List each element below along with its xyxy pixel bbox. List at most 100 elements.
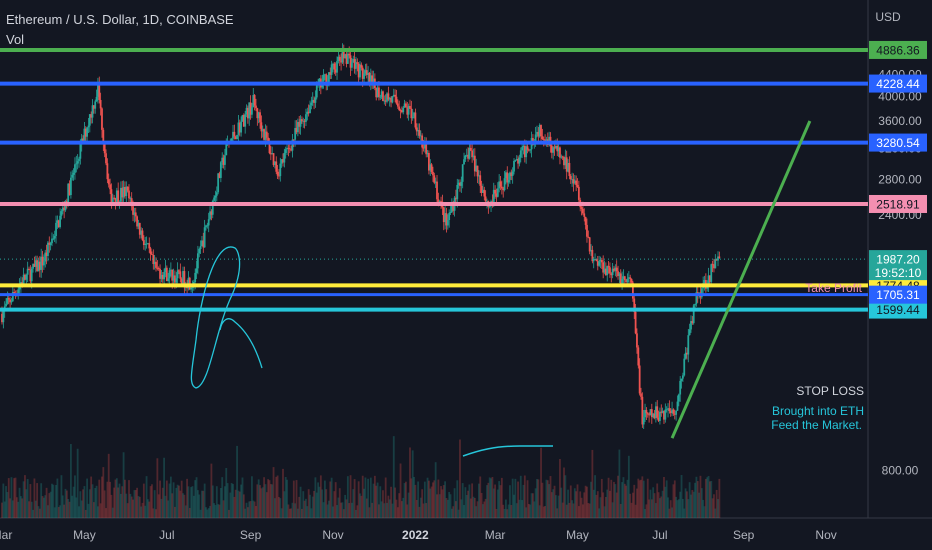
- currency-label: USD: [875, 10, 901, 24]
- candle-body: [271, 153, 274, 155]
- candle-body: [523, 145, 526, 158]
- volume-bar: [299, 486, 302, 518]
- candle-body: [325, 74, 328, 86]
- candle-body: [33, 264, 36, 267]
- volume-bar: [394, 487, 397, 518]
- candle-body: [59, 215, 61, 228]
- candle-body: [679, 380, 682, 395]
- candle-body: [369, 75, 372, 83]
- candle-body: [446, 220, 449, 226]
- volume-bar: [505, 499, 507, 518]
- candle-body: [586, 224, 588, 237]
- volume-bar: [676, 500, 679, 518]
- candle-body: [337, 56, 340, 62]
- volume-bar: [649, 489, 652, 518]
- volume-bar: [67, 498, 70, 518]
- volume-bar: [600, 478, 603, 518]
- volume-bar: [302, 491, 305, 518]
- volume-bar: [679, 491, 682, 518]
- volume-bar: [645, 504, 648, 518]
- volume-bar: [237, 490, 240, 518]
- volume-bar: [463, 505, 465, 518]
- candle-body: [287, 147, 290, 149]
- candle-body: [521, 147, 524, 151]
- level-label-3-bg: [869, 194, 927, 213]
- volume-bar: [390, 486, 392, 518]
- volume-bar: [596, 491, 599, 518]
- volume-bar: [691, 490, 694, 518]
- candle-body: [656, 406, 659, 418]
- volume-bar: [338, 488, 341, 518]
- candle-body: [241, 115, 244, 122]
- candle-body: [564, 157, 567, 166]
- candle-body: [164, 267, 167, 272]
- candle-body: [503, 178, 506, 191]
- volume-bar: [314, 477, 317, 518]
- candle-body: [136, 216, 138, 227]
- volume-bar: [432, 482, 434, 518]
- candle-body: [309, 105, 311, 114]
- candle-body: [103, 143, 106, 154]
- volume-bar: [180, 480, 183, 518]
- volume-bar: [261, 487, 264, 518]
- volume-bar: [703, 506, 706, 518]
- candle-body: [215, 192, 218, 196]
- volume-bar: [222, 500, 225, 518]
- candle-body: [113, 197, 116, 199]
- candle-body: [665, 409, 668, 411]
- volume-bar: [3, 501, 6, 518]
- candle-body: [34, 260, 37, 267]
- volume-bar: [133, 490, 136, 518]
- candle-body: [463, 159, 465, 165]
- volume-bar: [629, 493, 632, 518]
- volume-bar: [407, 492, 410, 518]
- candle-body: [633, 298, 636, 312]
- volume-bar: [414, 484, 417, 518]
- volume-bar: [580, 497, 583, 518]
- candle-body: [594, 259, 596, 260]
- candle-body: [536, 131, 538, 135]
- candle-body: [283, 152, 286, 163]
- volume-bar: [675, 496, 678, 518]
- time-tick-label: Mar: [0, 528, 12, 542]
- volume-bar: [305, 498, 307, 518]
- volume-bar: [711, 498, 714, 518]
- candle-body: [495, 193, 498, 197]
- candle-body: [60, 211, 63, 216]
- volume-bar: [229, 492, 232, 518]
- volume-bar: [341, 502, 344, 518]
- candle-body: [577, 186, 580, 200]
- candle-body: [117, 190, 120, 203]
- volume-bar: [680, 475, 683, 518]
- volume-bar: [603, 506, 606, 518]
- volume-bar: [688, 482, 691, 518]
- volume-bar: [718, 478, 721, 518]
- volume-bar: [692, 491, 695, 518]
- volume-bar: [107, 453, 110, 518]
- candle-body: [644, 409, 646, 418]
- level-label-3: 2518.91: [876, 197, 920, 211]
- candle-body: [602, 262, 605, 273]
- candle-body: [187, 277, 190, 289]
- candle-body: [207, 219, 210, 226]
- volume-bar: [361, 475, 364, 518]
- candle-body: [383, 100, 386, 102]
- volume-bar: [130, 496, 133, 518]
- time-tick-label: Nov: [322, 528, 343, 542]
- volume-bar: [57, 507, 60, 518]
- candle-body: [114, 197, 117, 203]
- candle-body: [392, 94, 395, 97]
- volume-bar: [530, 493, 533, 518]
- volume-bar: [423, 481, 426, 518]
- volume-bar: [13, 478, 16, 518]
- candle-body: [694, 304, 696, 306]
- candle-body: [273, 161, 276, 165]
- candle-body: [24, 274, 26, 280]
- candle-body: [583, 213, 586, 217]
- candle-body: [556, 145, 559, 152]
- candle-body: [584, 216, 587, 225]
- volume-bar: [190, 487, 193, 518]
- volume-bar: [241, 477, 244, 518]
- candle-body: [363, 73, 365, 79]
